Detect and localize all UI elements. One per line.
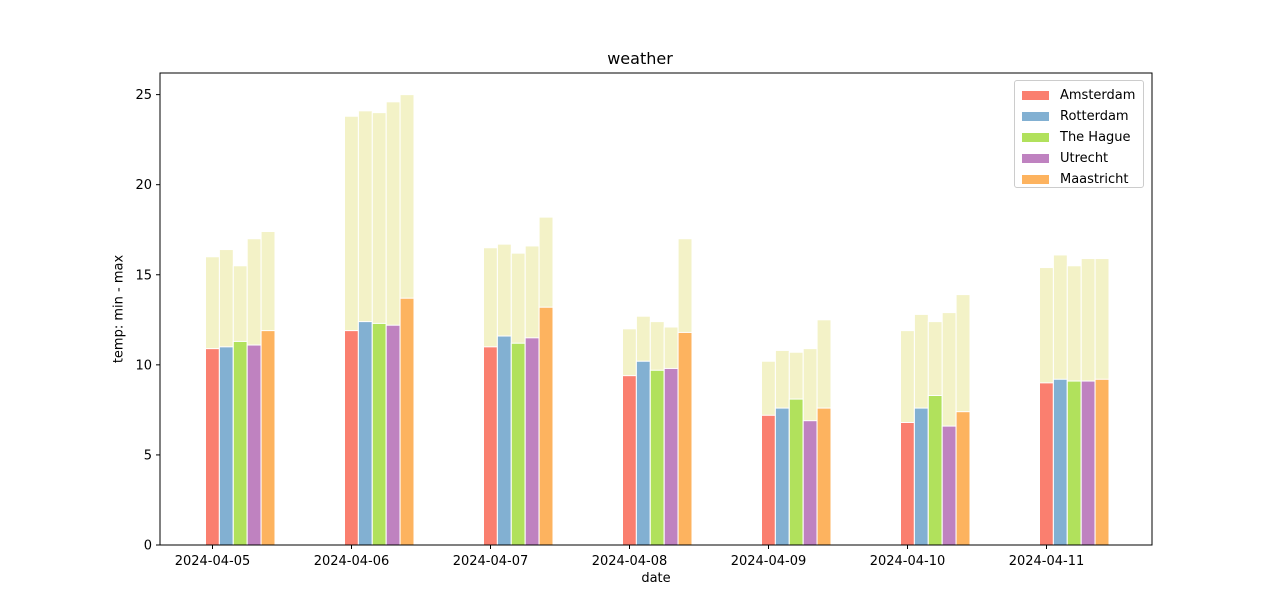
bar-min [955,411,971,546]
legend-item-amsterdam: Amsterdam [1021,85,1137,106]
y-axis-label: temp: min - max [111,254,127,364]
legend-item-maastricht: Maastricht [1021,169,1137,190]
x-tick-label: 2024-04-05 [175,554,251,569]
bar-min [913,407,929,546]
bar-min [774,407,790,546]
bar-min [941,425,957,546]
x-tick-label: 2024-04-07 [453,554,529,569]
legend-label: Utrecht [1060,151,1109,166]
bar-min [246,344,262,546]
bar-min [357,321,373,546]
bar-min [1094,378,1110,546]
y-tick-label: 10 [135,358,152,373]
bar-min [1080,380,1096,546]
legend: Amsterdam Rotterdam The Hague Utrecht Ma… [1014,80,1144,188]
bar-min [635,360,651,546]
y-tick-label: 20 [135,178,152,193]
bar-min [802,420,818,546]
legend-item-rotterdam: Rotterdam [1021,106,1137,127]
bar-min [622,375,637,546]
plot-frame [159,72,1153,546]
legend-label: Rotterdam [1060,109,1129,124]
bar-min [510,342,526,546]
legend-swatch [1022,154,1049,163]
y-tick-label: 15 [135,268,152,283]
bar-min [649,369,665,546]
legend-label: Maastricht [1060,172,1129,187]
y-tick-label: 25 [135,88,152,103]
bar-min [663,367,679,546]
y-tick-label: 5 [144,448,152,463]
bar-min [385,324,401,546]
bar-min [218,346,234,546]
bar-min [399,297,415,546]
legend-label: The Hague [1060,130,1131,145]
bar-min [205,348,220,546]
bar-min [483,346,498,546]
bar-min [1052,378,1068,546]
bar-min [496,335,512,546]
bar-min [788,398,804,546]
x-tick-label: 2024-04-10 [870,554,946,569]
y-tick-label: 0 [144,539,152,554]
legend-item-the-hague: The Hague [1021,127,1137,148]
bar-min [677,331,693,546]
x-tick-label: 2024-04-11 [1009,554,1085,569]
legend-item-utrecht: Utrecht [1021,148,1137,169]
legend-swatch [1022,133,1049,142]
bar-min [816,407,832,546]
bar-min [524,337,540,546]
legend-label: Amsterdam [1060,88,1136,103]
bar-min [761,414,776,546]
bar-min [1039,382,1054,546]
bar-min [260,330,276,546]
bar-min [538,306,554,546]
legend-swatch [1022,112,1049,121]
bar-min [1066,380,1082,546]
x-axis-label: date [641,571,671,586]
bar-min [900,421,915,546]
x-tick-label: 2024-04-08 [592,554,668,569]
x-axis: 2024-04-05 2024-04-06 2024-04-07 2024-04-08… [175,545,1085,569]
legend-swatch [1022,175,1049,184]
x-tick-label: 2024-04-06 [314,554,390,569]
legend-swatch [1022,91,1049,100]
bars-layer [205,94,1110,546]
chart-title: weather [607,49,673,68]
bar-min [371,322,387,546]
y-axis: 0 5 10 15 20 25 [135,88,160,554]
bar-min [232,340,248,546]
x-tick-label: 2024-04-09 [731,554,807,569]
bar-min [927,394,943,546]
bar-min [344,330,359,546]
